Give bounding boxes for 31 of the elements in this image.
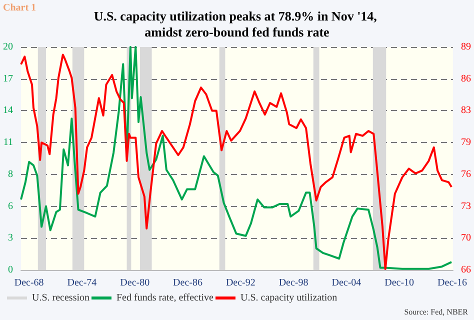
y-tick-label: 11 (3, 137, 13, 148)
x-tick-label: Dec-10 (384, 278, 414, 288)
x-tick-label: Dec-68 (14, 278, 44, 288)
caption: Chart 1 (3, 2, 36, 14)
y2-tick-label: 89 (461, 42, 471, 52)
y2-tick-label: 83 (461, 105, 471, 116)
y2-tick-label: 86 (461, 73, 471, 84)
x-tick-label: Dec-74 (67, 278, 97, 288)
y2-tick-label: 73 (461, 200, 471, 212)
y2-tick-label: 70 (461, 232, 471, 244)
x-tick-label: Dec-98 (278, 278, 308, 288)
legend-label: U.S. recession (32, 292, 90, 304)
source-note: Source: Fed, NBER (404, 308, 469, 316)
y2-tick-label: 76 (461, 168, 471, 180)
y-tick-label: 0 (8, 264, 13, 276)
y-tick-label: 8 (8, 168, 13, 180)
x-tick-label: Dec-86 (173, 278, 202, 288)
chart-title: U.S. capacity utilization peaks at 78.9% in Nov '14, amidst zero-bound fed funds rate (94, 8, 380, 40)
y-tick-label: 20 (3, 42, 13, 52)
legend-label: U.S. capacity utilization (240, 292, 338, 304)
x-tick-label: Dec-92 (226, 278, 256, 288)
x-tick-label: Dec-04 (332, 278, 362, 288)
x-tick-label: Dec-16 (438, 278, 467, 288)
x-tick-label: Dec-80 (120, 278, 150, 288)
legend-label: Fed funds rate, effective (116, 292, 214, 304)
y-tick-label: 14 (3, 105, 13, 116)
y2-tick-label: 79 (461, 137, 471, 148)
y2-tick-label: 66 (461, 264, 471, 276)
y-tick-label: 17 (3, 73, 13, 84)
y-tick-label: 6 (8, 200, 13, 212)
y-tick-label: 3 (8, 232, 13, 244)
